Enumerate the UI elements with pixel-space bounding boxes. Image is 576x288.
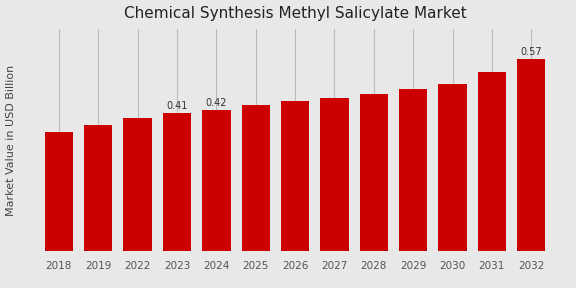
Bar (359, 94, 388, 251)
Bar (84, 125, 112, 251)
Y-axis label: Market Value in USD Billion: Market Value in USD Billion (6, 64, 16, 215)
Bar (399, 89, 427, 251)
Bar (123, 118, 152, 251)
Bar (281, 101, 309, 251)
Text: 0.42: 0.42 (206, 98, 227, 107)
Bar (478, 73, 506, 251)
Bar (438, 84, 467, 251)
Text: 0.41: 0.41 (166, 101, 188, 111)
Title: Chemical Synthesis Methyl Salicylate Market: Chemical Synthesis Methyl Salicylate Mar… (124, 5, 467, 20)
Bar (241, 105, 270, 251)
Bar (320, 98, 348, 251)
Text: 0.57: 0.57 (521, 47, 542, 57)
Bar (202, 110, 230, 251)
Bar (45, 132, 73, 251)
Bar (163, 113, 191, 251)
Bar (517, 59, 545, 251)
